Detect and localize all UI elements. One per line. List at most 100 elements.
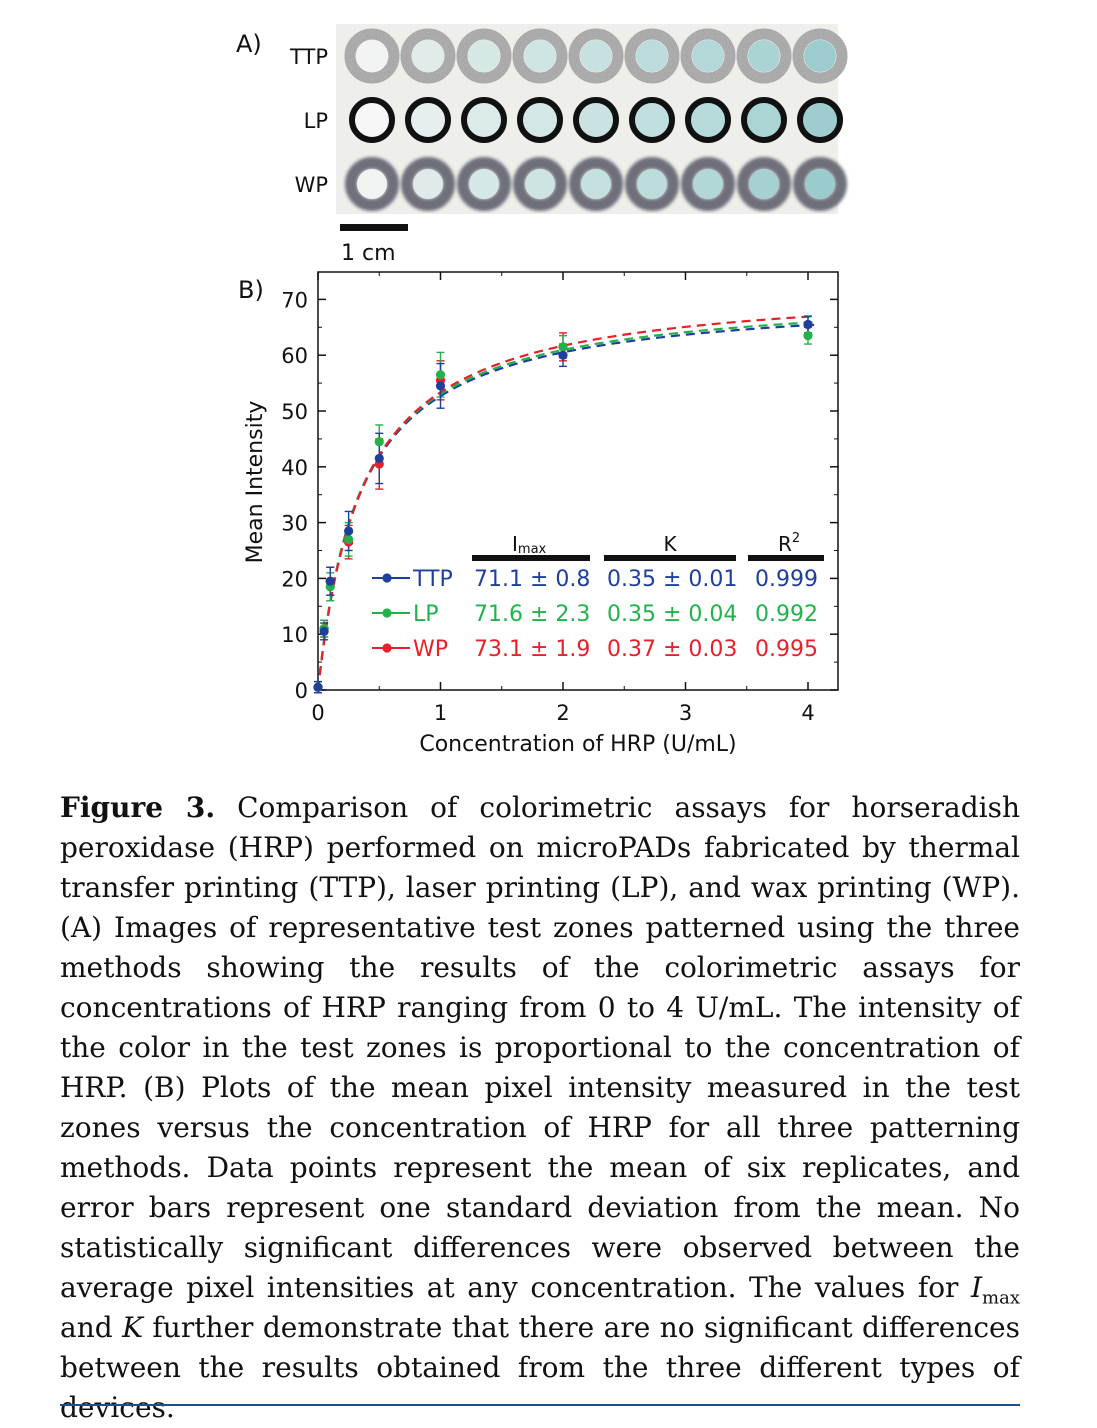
test-zone (349, 97, 395, 143)
legend-marker (382, 608, 392, 618)
scale-bar (340, 224, 408, 231)
data-point-lp (558, 342, 568, 352)
test-zone (517, 97, 563, 143)
table-cell-r2: 0.992 (755, 602, 818, 627)
table-cell-r2: 0.999 (755, 567, 818, 592)
y-tick-label: 20 (281, 567, 308, 591)
table-cell-k: 0.35 ± 0.04 (607, 602, 737, 627)
y-tick-label: 30 (281, 512, 308, 536)
test-zone-grid: TTP LP WP (289, 28, 848, 211)
table-row-ttp: TTP 71.1 ± 0.8 0.35 ± 0.01 0.999 (372, 567, 818, 592)
test-zone (461, 97, 507, 143)
data-point-ttp (313, 682, 323, 692)
table-cell-imax: 71.6 ± 2.3 (474, 602, 590, 627)
y-tick-label: 10 (281, 623, 308, 647)
legend-series-name: LP (413, 602, 439, 627)
data-point-lp (374, 437, 384, 447)
caption-and: and (60, 1311, 123, 1344)
test-zone (624, 28, 680, 84)
test-zone (792, 28, 848, 84)
caption-text-part-1: Comparison of colorimetric assays for ho… (60, 791, 1021, 1304)
panel-a-label: A) (236, 30, 262, 58)
y-tick-label: 0 (295, 679, 308, 703)
header-rule-k (604, 555, 736, 561)
header-imax: Imax (512, 532, 547, 557)
test-zone (400, 28, 456, 84)
data-point-ttp (325, 576, 335, 586)
x-axis-label: Concentration of HRP (U/mL) (419, 732, 736, 757)
x-tick-label: 3 (679, 701, 692, 725)
legend-series-name: WP (413, 637, 448, 662)
table-cell-k: 0.37 ± 0.03 (607, 637, 737, 662)
scale-bar-label: 1 cm (341, 241, 396, 266)
test-zone (793, 157, 847, 211)
table-cell-k: 0.35 ± 0.01 (607, 567, 737, 592)
bottom-rule (60, 1404, 1020, 1406)
data-point-ttp (319, 626, 329, 637)
caption-k-symbol: K (122, 1311, 143, 1344)
test-zone (685, 97, 731, 143)
test-zone (401, 157, 455, 211)
data-points (313, 319, 813, 692)
fit-curve-ttp (316, 323, 815, 691)
zone-row-label-ttp: TTP (289, 45, 328, 69)
test-zone (625, 157, 679, 211)
panel-b-label: B) (238, 276, 264, 304)
fit-parameter-table: Imax K R2 TTP 71.1 ± 0.8 0.35 ± 0.01 0.999 L… (372, 531, 824, 662)
data-point-ttp (803, 319, 813, 330)
test-zone (405, 97, 451, 143)
test-zone (568, 28, 624, 84)
table-cell-r2: 0.995 (755, 637, 818, 662)
y-tick-label: 60 (281, 344, 308, 368)
test-zone (456, 28, 512, 84)
table-cell-imax: 73.1 ± 1.9 (474, 637, 590, 662)
y-tick-label: 40 (281, 456, 308, 480)
figure-caption: Figure 3. Comparison of colorimetric ass… (60, 788, 1020, 1428)
test-zone (736, 28, 792, 84)
data-point-lp (344, 534, 354, 544)
test-zone (457, 157, 511, 211)
data-point-lp (435, 370, 446, 380)
x-tick-label: 4 (801, 701, 814, 725)
test-zone (569, 157, 623, 211)
caption-figure-label: Figure 3. (60, 791, 216, 824)
data-point-ttp (558, 350, 568, 360)
caption-text-part-2: further demonstrate that there are no si… (60, 1311, 1020, 1424)
test-zone (573, 97, 619, 143)
x-tick-label: 0 (311, 701, 324, 725)
y-tick-label: 70 (281, 288, 308, 312)
zone-row-label-wp: WP (295, 173, 328, 197)
test-zone (513, 157, 567, 211)
y-axis-label: Mean Intensity (243, 401, 268, 564)
legend-marker (382, 643, 392, 653)
legend-series-name: TTP (412, 567, 453, 592)
header-rule-r2 (748, 555, 824, 561)
x-tick-label: 1 (434, 701, 447, 725)
fit-curve-lp (316, 321, 815, 691)
panel-a: A) TTP LP WP 1 cm (236, 24, 848, 266)
test-zone (741, 97, 787, 143)
test-zone (629, 97, 675, 143)
test-zone (737, 157, 791, 211)
test-zone (797, 97, 843, 143)
header-k: K (663, 532, 677, 556)
table-row-wp: WP 73.1 ± 1.9 0.37 ± 0.03 0.995 (372, 637, 818, 662)
data-point-ttp (374, 453, 384, 464)
data-point-ttp (344, 526, 354, 536)
table-row-lp: LP 71.6 ± 2.3 0.35 ± 0.04 0.992 (372, 602, 818, 627)
fit-curve-wp (316, 315, 815, 691)
test-zone (681, 157, 735, 211)
header-rule-imax (472, 555, 590, 561)
test-zone (680, 28, 736, 84)
test-zone (512, 28, 568, 84)
data-point-ttp (435, 381, 446, 391)
y-tick-label: 50 (281, 400, 308, 424)
x-tick-label: 2 (556, 701, 569, 725)
header-r2: R2 (778, 531, 800, 556)
caption-imax-subscript: max (982, 1287, 1020, 1309)
zone-row-label-lp: LP (304, 109, 328, 133)
legend-marker (382, 573, 392, 583)
